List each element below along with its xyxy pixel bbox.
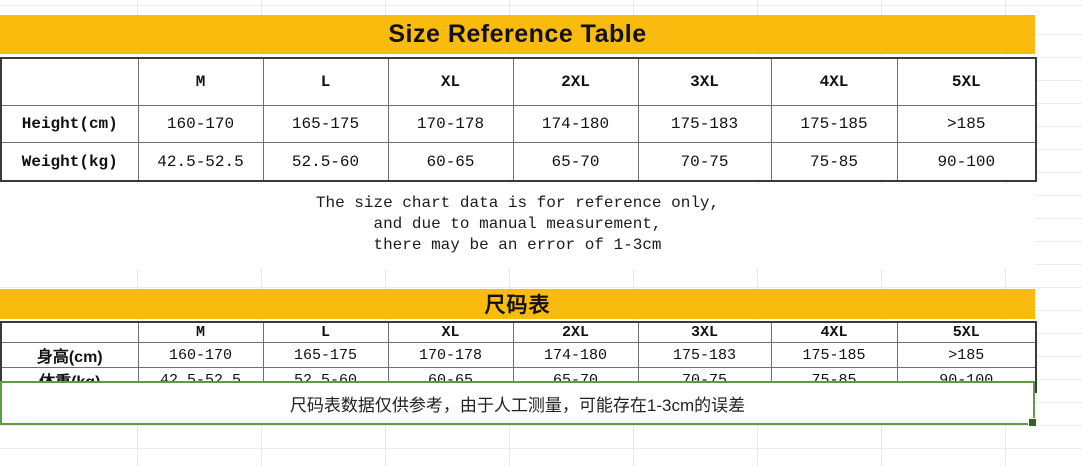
en-height-label: Height(cm)	[0, 105, 139, 143]
en-col-header: 3XL	[637, 57, 772, 106]
cn-title-bar: 尺码表	[0, 289, 1035, 319]
en-col-header: L	[262, 57, 389, 106]
en-col-header: 4XL	[770, 57, 898, 106]
en-size-table: M L XL 2XL 3XL 4XL 5XL Height(cm) 160-17…	[0, 57, 1037, 182]
cn-size-table: M L XL 2XL 3XL 4XL 5XL 身高(cm) 160-170 16…	[0, 321, 1037, 393]
en-weight-label: Weight(kg)	[0, 142, 139, 182]
data-cell: 60-65	[387, 142, 514, 182]
en-title-bar: Size Reference Table	[0, 15, 1035, 54]
data-cell[interactable]: 175-185	[770, 342, 898, 368]
cn-col-header[interactable]: 2XL	[512, 321, 639, 343]
data-cell[interactable]: 175-183	[637, 342, 772, 368]
en-note-line: The size chart data is for reference onl…	[315, 194, 720, 212]
data-cell: 175-185	[770, 105, 898, 143]
en-title: Size Reference Table	[388, 20, 647, 48]
selection-fill-handle[interactable]	[1028, 418, 1037, 427]
data-cell: 75-85	[770, 142, 898, 182]
en-col-header: XL	[387, 57, 514, 106]
data-cell: 90-100	[896, 142, 1037, 182]
en-note-line: there may be an error of 1-3cm	[373, 236, 662, 254]
data-cell[interactable]: 160-170	[137, 342, 264, 368]
cn-header-row: M L XL 2XL 3XL 4XL 5XL	[0, 321, 1037, 343]
data-cell: 175-183	[637, 105, 772, 143]
data-cell[interactable]: 174-180	[512, 342, 639, 368]
en-corner-cell	[0, 57, 139, 106]
en-col-header: 2XL	[512, 57, 639, 106]
cn-col-header[interactable]: M	[137, 321, 264, 343]
en-weight-row: Weight(kg) 42.5-52.5 52.5-60 60-65 65-70…	[0, 142, 1037, 182]
cn-col-header[interactable]: L	[262, 321, 389, 343]
data-cell[interactable]: 170-178	[387, 342, 514, 368]
cn-col-header[interactable]: 4XL	[770, 321, 898, 343]
en-note-line: and due to manual measurement,	[373, 215, 662, 233]
data-cell: >185	[896, 105, 1037, 143]
cn-col-header[interactable]: XL	[387, 321, 514, 343]
data-cell: 42.5-52.5	[137, 142, 264, 182]
data-cell: 52.5-60	[262, 142, 389, 182]
en-note: The size chart data is for reference onl…	[0, 193, 1035, 256]
data-cell: 65-70	[512, 142, 639, 182]
data-cell: 170-178	[387, 105, 514, 143]
data-cell[interactable]: 165-175	[262, 342, 389, 368]
en-note-area	[0, 184, 1035, 268]
data-cell: 165-175	[262, 105, 389, 143]
en-col-header: M	[137, 57, 264, 106]
data-cell: 160-170	[137, 105, 264, 143]
data-cell: 70-75	[637, 142, 772, 182]
cn-height-row: 身高(cm) 160-170 165-175 170-178 174-180 1…	[0, 342, 1037, 368]
cn-col-header[interactable]: 5XL	[896, 321, 1037, 343]
cn-height-label[interactable]: 身高(cm)	[0, 342, 139, 368]
data-cell[interactable]: >185	[896, 342, 1037, 368]
cn-corner-cell[interactable]	[0, 321, 139, 343]
cn-col-header[interactable]: 3XL	[637, 321, 772, 343]
cn-note-selected-cell[interactable]: 尺码表数据仅供参考，由于人工测量，可能存在1-3cm的误差	[0, 381, 1037, 427]
en-col-header: 5XL	[896, 57, 1037, 106]
data-cell: 174-180	[512, 105, 639, 143]
cn-note-text: 尺码表数据仅供参考，由于人工测量，可能存在1-3cm的误差	[289, 395, 746, 415]
en-height-row: Height(cm) 160-170 165-175 170-178 174-1…	[0, 105, 1037, 143]
en-header-row: M L XL 2XL 3XL 4XL 5XL	[0, 57, 1037, 106]
cn-title: 尺码表	[484, 294, 551, 317]
